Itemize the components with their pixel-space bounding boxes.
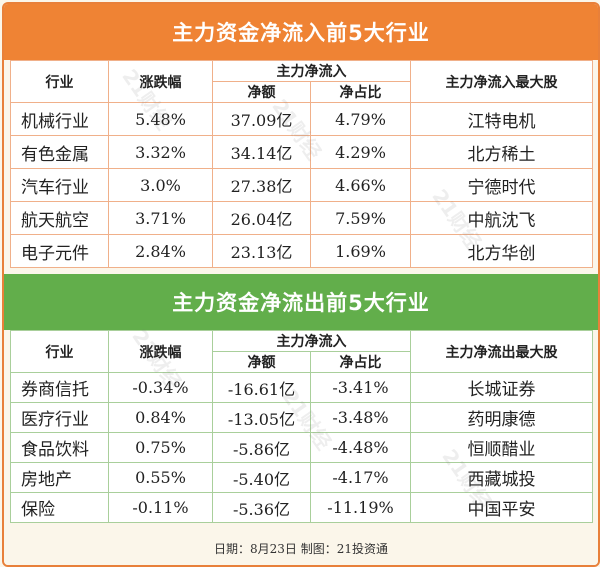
header-net-amount: 净额 bbox=[212, 351, 311, 373]
ratio-cell: 1.69% bbox=[310, 234, 411, 268]
header-change: 涨跌幅 bbox=[108, 60, 213, 103]
table-row: 医疗行业 0.84% -13.05亿 -3.48% 药明康德 bbox=[10, 402, 593, 433]
change-cell: 3.32% bbox=[108, 135, 213, 169]
header-group: 主力净流入 bbox=[212, 330, 411, 352]
header-industry: 行业 bbox=[10, 60, 109, 103]
stock-cell: 北方华创 bbox=[410, 234, 593, 268]
ratio-cell: -4.17% bbox=[310, 462, 411, 493]
stock-cell: 药明康德 bbox=[410, 402, 593, 433]
header-net-amount: 净额 bbox=[212, 81, 311, 103]
table-row: 券商信托 -0.34% -16.61亿 -3.41% 长城证券 bbox=[10, 372, 593, 403]
change-cell: -0.34% bbox=[108, 372, 213, 403]
inflow-table: 行业 涨跌幅 主力净流入 主力净流入最大股 净额 净占比 机械行业 5.48% … bbox=[10, 60, 593, 268]
change-cell: -0.11% bbox=[108, 492, 213, 523]
net-cell: -5.36亿 bbox=[212, 492, 311, 523]
table-row: 电子元件 2.84% 23.13亿 1.69% 北方华创 bbox=[10, 234, 593, 268]
change-cell: 3.0% bbox=[108, 168, 213, 202]
net-cell: 34.14亿 bbox=[212, 135, 311, 169]
ratio-cell: -3.41% bbox=[310, 372, 411, 403]
net-cell: 23.13亿 bbox=[212, 234, 311, 268]
header-change: 涨跌幅 bbox=[108, 330, 213, 373]
table-row: 航天航空 3.71% 26.04亿 7.59% 中航沈飞 bbox=[10, 201, 593, 235]
net-cell: -13.05亿 bbox=[212, 402, 311, 433]
inflow-section: 主力资金净流入前5大行业 行业 涨跌幅 主力净流入 主力净流入最大股 净额 净占… bbox=[4, 4, 598, 274]
industry-cell: 电子元件 bbox=[10, 234, 109, 268]
change-cell: 0.55% bbox=[108, 462, 213, 493]
ratio-cell: 7.59% bbox=[310, 201, 411, 235]
header-top-stock: 主力净流入最大股 bbox=[410, 60, 593, 103]
industry-cell: 机械行业 bbox=[10, 102, 109, 136]
table-row: 房地产 0.55% -5.40亿 -4.17% 西藏城投 bbox=[10, 462, 593, 493]
ratio-cell: -4.48% bbox=[310, 432, 411, 463]
change-cell: 3.71% bbox=[108, 201, 213, 235]
header-industry: 行业 bbox=[10, 330, 109, 373]
ratio-cell: 4.29% bbox=[310, 135, 411, 169]
table-row: 机械行业 5.48% 37.09亿 4.79% 江特电机 bbox=[10, 102, 593, 136]
outflow-table: 行业 涨跌幅 主力净流入 主力净流出最大股 净额 净占比 券商信托 -0.34%… bbox=[10, 330, 593, 523]
industry-cell: 券商信托 bbox=[10, 372, 109, 403]
change-cell: 0.75% bbox=[108, 432, 213, 463]
ratio-cell: 4.79% bbox=[310, 102, 411, 136]
industry-cell: 汽车行业 bbox=[10, 168, 109, 202]
stock-cell: 中航沈飞 bbox=[410, 201, 593, 235]
header-net-ratio: 净占比 bbox=[310, 81, 411, 103]
industry-cell: 有色金属 bbox=[10, 135, 109, 169]
ratio-cell: -11.19% bbox=[310, 492, 411, 523]
table-row: 保险 -0.11% -5.36亿 -11.19% 中国平安 bbox=[10, 492, 593, 523]
header-group: 主力净流入 bbox=[212, 60, 411, 82]
header-top-stock: 主力净流出最大股 bbox=[410, 330, 593, 373]
stock-cell: 长城证券 bbox=[410, 372, 593, 403]
net-cell: -5.86亿 bbox=[212, 432, 311, 463]
table-row: 汽车行业 3.0% 27.38亿 4.66% 宁德时代 bbox=[10, 168, 593, 202]
footer-credit: 日期：8月23日 制图：21投资通 bbox=[4, 532, 598, 565]
net-cell: -5.40亿 bbox=[212, 462, 311, 493]
ratio-cell: -3.48% bbox=[310, 402, 411, 433]
industry-cell: 房地产 bbox=[10, 462, 109, 493]
industry-cell: 食品饮料 bbox=[10, 432, 109, 463]
industry-cell: 医疗行业 bbox=[10, 402, 109, 433]
change-cell: 0.84% bbox=[108, 402, 213, 433]
stock-cell: 中国平安 bbox=[410, 492, 593, 523]
change-cell: 2.84% bbox=[108, 234, 213, 268]
net-cell: 37.09亿 bbox=[212, 102, 311, 136]
net-cell: 27.38亿 bbox=[212, 168, 311, 202]
table-row: 有色金属 3.32% 34.14亿 4.29% 北方稀土 bbox=[10, 135, 593, 169]
inflow-title: 主力资金净流入前5大行业 bbox=[4, 4, 598, 60]
industry-cell: 保险 bbox=[10, 492, 109, 523]
header-net-ratio: 净占比 bbox=[310, 351, 411, 373]
outflow-section: 主力资金净流出前5大行业 行业 涨跌幅 主力净流入 主力净流出最大股 净额 净占… bbox=[4, 274, 598, 532]
stock-cell: 宁德时代 bbox=[410, 168, 593, 202]
net-cell: -16.61亿 bbox=[212, 372, 311, 403]
stock-cell: 北方稀土 bbox=[410, 135, 593, 169]
outflow-title: 主力资金净流出前5大行业 bbox=[4, 274, 598, 330]
net-cell: 26.04亿 bbox=[212, 201, 311, 235]
stock-cell: 江特电机 bbox=[410, 102, 593, 136]
change-cell: 5.48% bbox=[108, 102, 213, 136]
stock-cell: 恒顺醋业 bbox=[410, 432, 593, 463]
table-row: 食品饮料 0.75% -5.86亿 -4.48% 恒顺醋业 bbox=[10, 432, 593, 463]
industry-cell: 航天航空 bbox=[10, 201, 109, 235]
stock-cell: 西藏城投 bbox=[410, 462, 593, 493]
ratio-cell: 4.66% bbox=[310, 168, 411, 202]
